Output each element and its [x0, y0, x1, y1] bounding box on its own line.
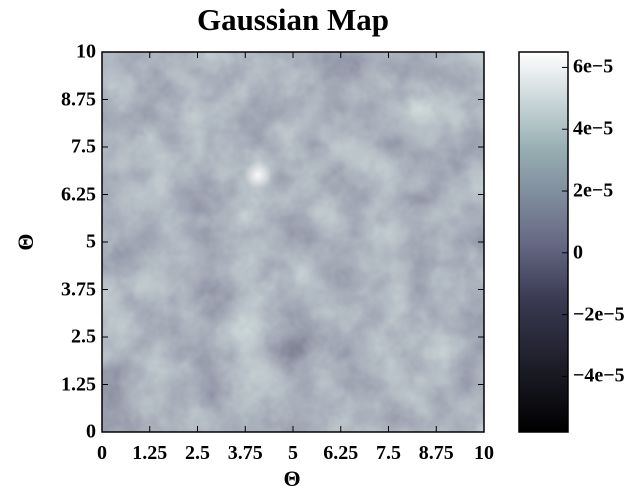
- colorbar-tick-marks: [562, 66, 568, 377]
- chart-title: Gaussian Map: [196, 2, 390, 37]
- colorbar-frame: [518, 51, 569, 433]
- y-axis-label: Θ: [13, 233, 38, 251]
- y-tick-label: 3.75: [61, 278, 96, 300]
- colorbar-tick-label: 0: [573, 241, 583, 264]
- x-tick-label: 7.5: [376, 442, 401, 464]
- colorbar: [519, 52, 568, 432]
- colorbar-tick-label: 2e−5: [573, 179, 614, 202]
- x-tick-label: 1.25: [132, 442, 168, 464]
- y-tick-label: 2.5: [71, 325, 96, 348]
- colorbar-tick-label: −2e−5: [573, 303, 625, 326]
- heatmap-peak: [244, 161, 272, 189]
- heatmap-image: [102, 52, 484, 432]
- y-tick-label: 1.25: [61, 373, 96, 395]
- y-tick-label: 6.25: [61, 183, 96, 205]
- x-tick-label: 3.75: [227, 442, 263, 464]
- y-tick-label: 7.5: [71, 135, 96, 158]
- x-tick-label: 5: [288, 442, 298, 464]
- x-axis-label: Θ: [283, 466, 301, 491]
- y-tick-label: 5: [86, 230, 96, 253]
- x-tick-marks: [101, 52, 485, 432]
- colorbar-tick-label: 4e−5: [573, 117, 614, 140]
- x-tick-label: 6.25: [323, 442, 359, 464]
- x-tick-label: 0: [97, 442, 107, 464]
- x-tick-label: 8.75: [418, 442, 454, 464]
- colorbar-tick-label: −4e−5: [573, 364, 625, 387]
- y-tick-label: 0: [86, 420, 96, 443]
- colorbar-tick-label: 6e−5: [573, 55, 614, 78]
- y-tick-marks: [102, 51, 484, 433]
- y-tick-label: 8.75: [61, 88, 96, 110]
- x-tick-label: 10: [474, 442, 494, 464]
- y-tick-label: 10: [76, 40, 96, 63]
- x-tick-label: 2.5: [185, 442, 210, 464]
